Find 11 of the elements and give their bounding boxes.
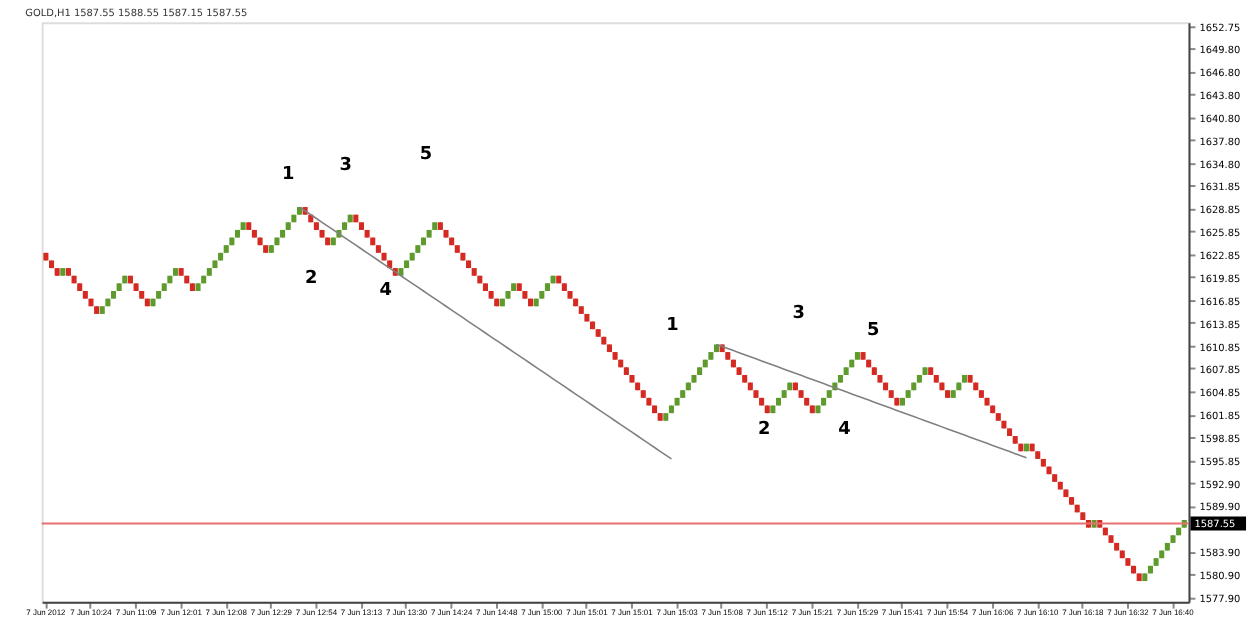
annotation: 4 [838, 419, 851, 440]
annotation: 3 [339, 156, 352, 177]
annotation: 5 [419, 144, 433, 165]
annotation: 1 [282, 164, 295, 185]
line-series [715, 343, 1028, 459]
annotation: 1 [666, 315, 679, 336]
annotation: 2 [757, 419, 771, 440]
annotation: 2 [304, 269, 318, 290]
annotation: 4 [379, 280, 392, 301]
annotation: 3 [792, 303, 805, 324]
annotation: 5 [866, 321, 880, 342]
